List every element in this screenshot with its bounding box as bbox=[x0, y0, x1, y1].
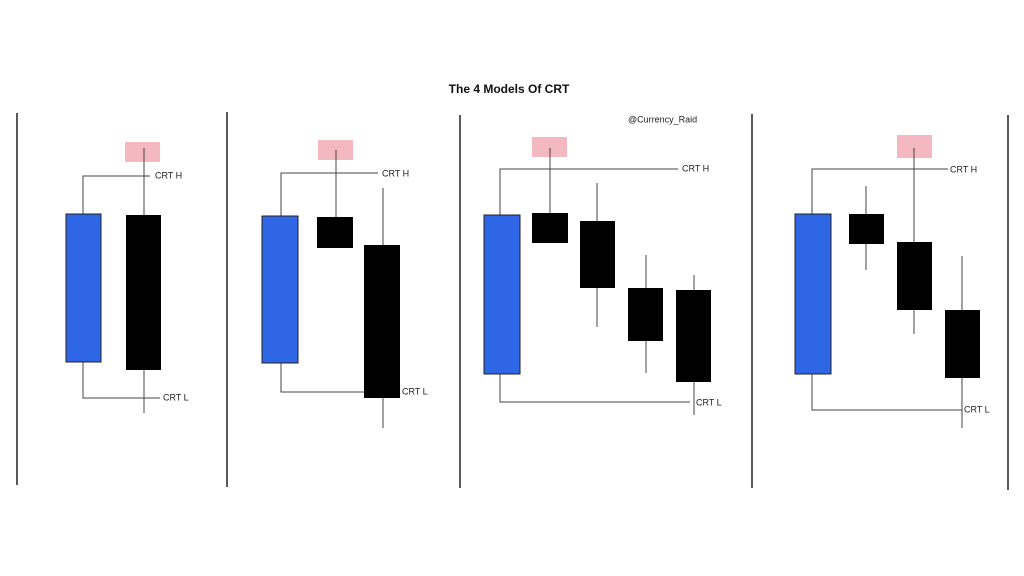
liquidity-zone bbox=[897, 135, 932, 158]
panel: CRT H CRT L bbox=[261, 140, 428, 428]
range-candle bbox=[794, 213, 832, 375]
range-candle bbox=[483, 214, 521, 375]
crt-low-line bbox=[499, 374, 690, 403]
crt-low-label: CRT L bbox=[696, 397, 722, 407]
panel: CRT H CRT L bbox=[483, 137, 722, 415]
crt-high-label: CRT H bbox=[155, 170, 182, 180]
panel: CRT H CRT L bbox=[65, 142, 189, 413]
bear-candle bbox=[364, 245, 400, 398]
crt-low-line bbox=[811, 374, 962, 411]
crt-high-label: CRT H bbox=[382, 168, 409, 178]
crt-high-label: CRT H bbox=[682, 163, 709, 173]
title: The 4 Models Of CRT bbox=[449, 82, 570, 96]
range-candle bbox=[65, 213, 102, 363]
bear-candle bbox=[628, 288, 663, 341]
bear-candle bbox=[945, 310, 980, 378]
bear-candle bbox=[897, 242, 932, 310]
handle: @Currency_Raid bbox=[628, 114, 697, 124]
crt-low-label: CRT L bbox=[163, 392, 189, 402]
crt-high-line bbox=[499, 168, 678, 215]
bear-candle bbox=[676, 290, 711, 382]
bear-candle bbox=[126, 215, 161, 370]
crt-high-line bbox=[811, 168, 948, 214]
crt-high-label: CRT H bbox=[950, 164, 977, 174]
crt-high-line bbox=[82, 175, 150, 214]
bear-candle bbox=[532, 213, 568, 243]
crt-low-line bbox=[280, 363, 400, 393]
panel: CRT H CRT L bbox=[794, 135, 990, 428]
bear-candle bbox=[580, 221, 615, 288]
bear-candle bbox=[317, 217, 353, 248]
range-candle bbox=[261, 215, 299, 364]
crt-high-line bbox=[280, 172, 378, 216]
liquidity-zone bbox=[125, 142, 160, 162]
crt-low-line bbox=[82, 362, 160, 399]
liquidity-zone bbox=[532, 137, 567, 157]
crt-low-label: CRT L bbox=[964, 404, 990, 414]
bear-candle bbox=[849, 214, 884, 244]
crt-low-label: CRT L bbox=[402, 386, 428, 396]
